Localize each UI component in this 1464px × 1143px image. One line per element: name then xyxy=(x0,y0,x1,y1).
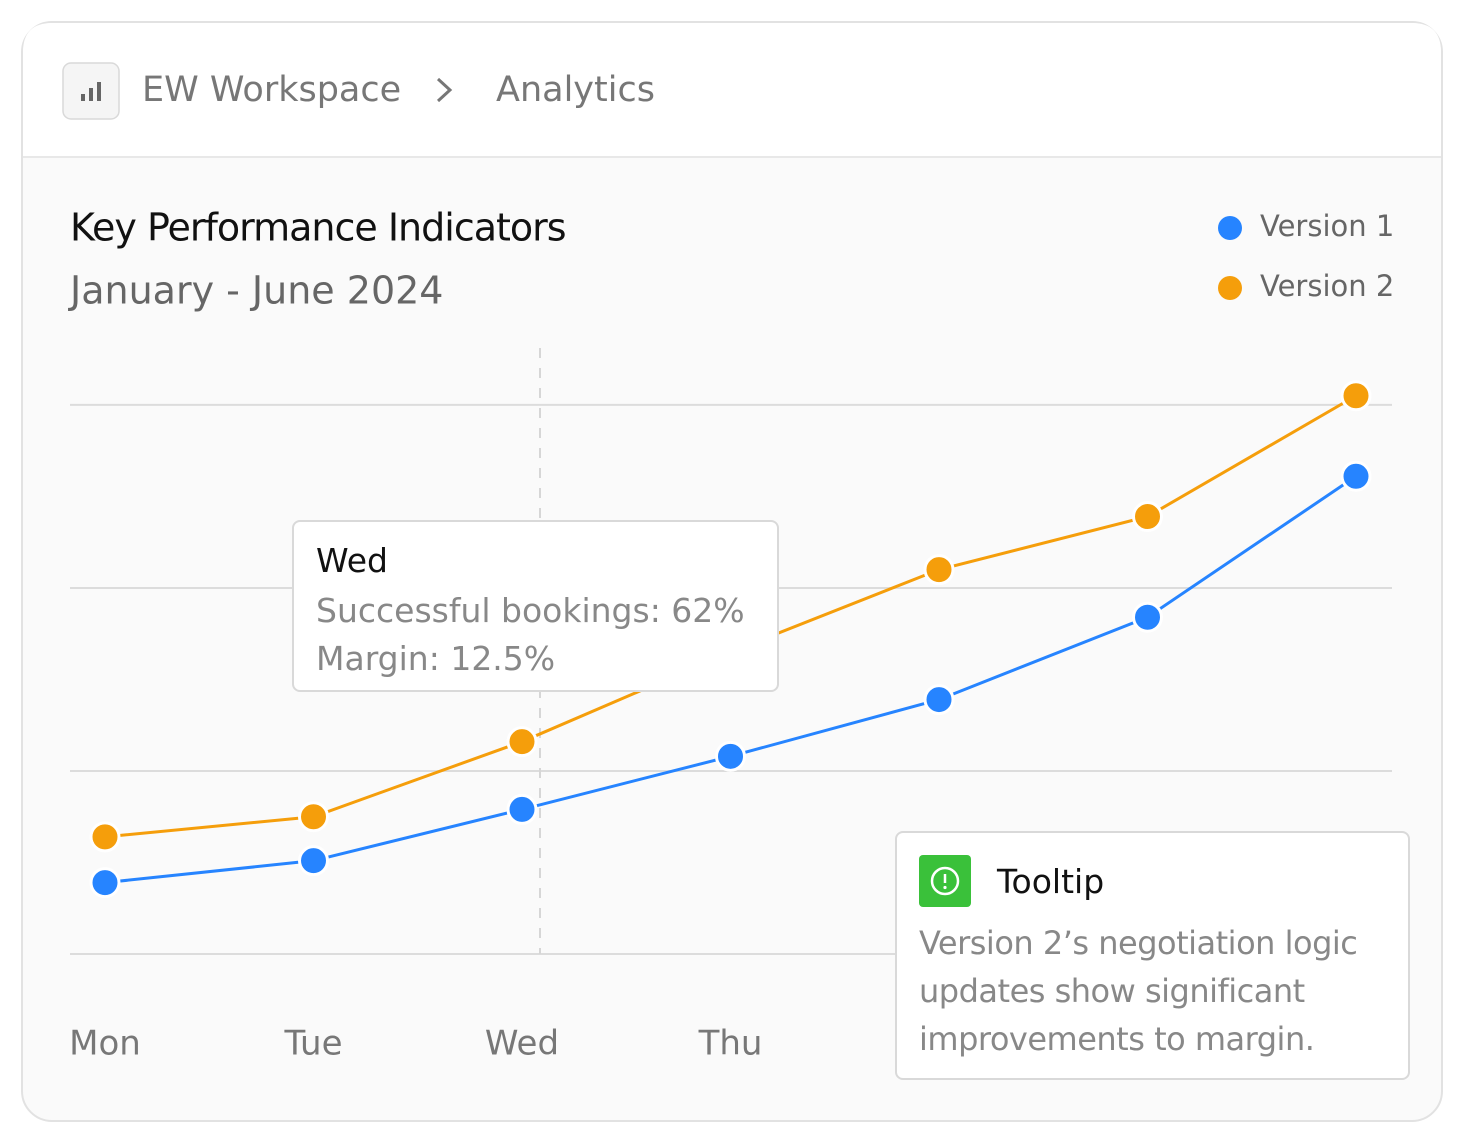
note-icon xyxy=(919,855,971,907)
icon-bars xyxy=(81,82,101,101)
data-point xyxy=(506,793,538,825)
data-point xyxy=(89,821,121,853)
breadcrumb-page[interactable]: Analytics xyxy=(496,70,655,110)
data-point xyxy=(1340,460,1372,492)
data-point xyxy=(506,726,538,758)
breadcrumb-chevron xyxy=(436,77,453,103)
data-point xyxy=(298,801,329,833)
hover-margin: Margin: 12.5% xyxy=(316,639,556,678)
data-point xyxy=(89,867,121,899)
legend-label: Version 2 xyxy=(1260,269,1394,303)
note-header: Tooltip xyxy=(919,855,1386,907)
data-point xyxy=(1340,380,1372,412)
data-point xyxy=(923,684,955,716)
note-body: Version 2’s negotiation logic updates sh… xyxy=(919,924,1358,1058)
x-tick-label: Tue xyxy=(283,1024,342,1064)
data-point xyxy=(1132,501,1163,533)
data-point xyxy=(923,554,955,586)
note-tooltip: Tooltip Version 2’s negotiation logic up… xyxy=(895,831,1410,1080)
breadcrumb-workspace[interactable]: EW Workspace xyxy=(142,70,401,110)
hover-bookings: Successful bookings: 62% xyxy=(316,591,745,630)
chart-subtitle: January - June 2024 xyxy=(68,269,443,313)
legend-swatch xyxy=(1218,276,1242,300)
data-point xyxy=(298,845,329,877)
data-point xyxy=(1132,601,1163,633)
x-tick-label: Wed xyxy=(485,1024,559,1064)
note-title: Tooltip xyxy=(997,861,1105,901)
data-point xyxy=(715,740,746,772)
hover-category: Wed xyxy=(316,541,388,580)
x-tick-label: Mon xyxy=(69,1024,141,1064)
hover-tooltip: Wed Successful bookings: 62% Margin: 12.… xyxy=(292,520,779,692)
chart-title: Key Performance Indicators xyxy=(70,206,566,250)
x-tick-label: Thu xyxy=(698,1024,763,1064)
legend-label: Version 1 xyxy=(1260,209,1394,243)
header-bg xyxy=(23,23,1441,157)
legend-swatch xyxy=(1218,216,1242,240)
